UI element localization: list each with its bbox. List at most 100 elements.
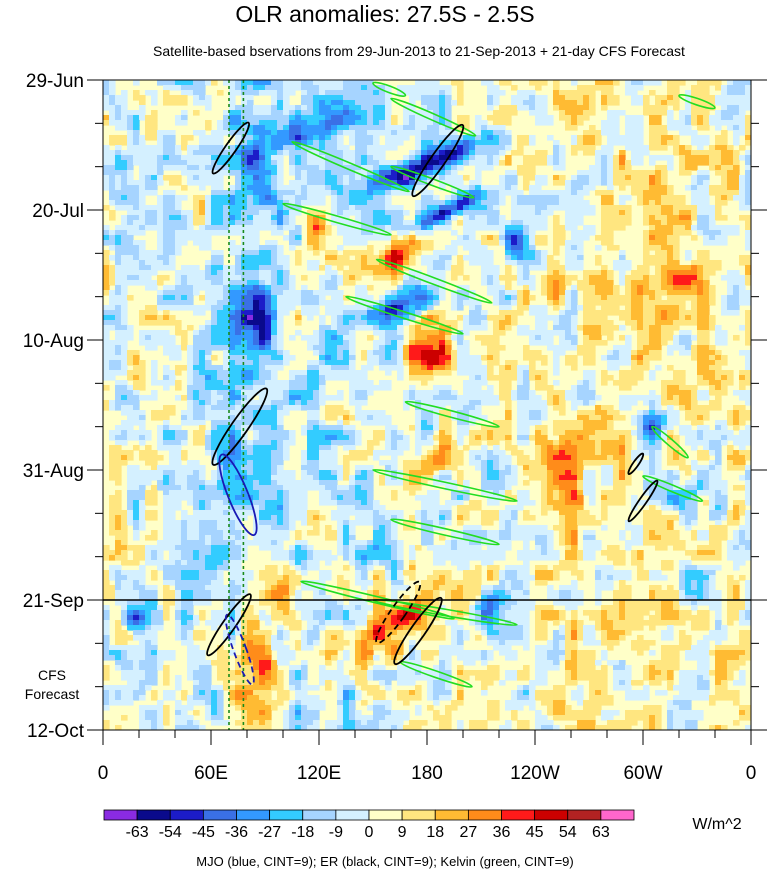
field-cell: [331, 275, 338, 281]
field-cell: [685, 520, 692, 526]
field-cell: [385, 135, 410, 141]
field-cell: [433, 110, 440, 116]
field-cell: [523, 480, 530, 486]
field-cell: [697, 470, 710, 476]
field-cell: [127, 370, 146, 376]
field-cell: [571, 365, 578, 371]
field-cell: [295, 255, 302, 261]
field-cell: [361, 555, 368, 561]
field-cell: [553, 280, 560, 286]
field-cell: [619, 580, 626, 586]
field-cell: [475, 120, 488, 126]
field-cell: [745, 180, 751, 186]
field-cell: [589, 415, 602, 421]
field-cell: [451, 295, 458, 301]
field-cell: [745, 455, 751, 461]
field-cell: [691, 305, 698, 311]
field-cell: [259, 595, 266, 601]
field-cell: [697, 290, 704, 296]
field-cell: [373, 575, 380, 581]
field-cell: [241, 255, 272, 261]
field-cell: [115, 235, 122, 241]
field-cell: [619, 400, 638, 406]
field-cell: [181, 440, 188, 446]
field-cell: [553, 475, 560, 481]
field-cell: [673, 450, 680, 456]
field-cell: [121, 410, 146, 416]
field-cell: [145, 305, 158, 311]
field-cell: [205, 400, 212, 406]
field-cell: [403, 570, 416, 576]
field-cell: [181, 630, 188, 636]
field-cell: [577, 620, 584, 626]
field-cell: [565, 295, 572, 301]
field-cell: [301, 425, 308, 431]
field-cell: [259, 135, 266, 141]
field-cell: [109, 430, 122, 436]
field-cell: [139, 435, 146, 441]
field-cell: [325, 630, 344, 636]
field-cell: [235, 495, 254, 501]
field-cell: [241, 455, 272, 461]
field-cell: [421, 255, 440, 261]
field-cell: [433, 450, 440, 456]
field-cell: [109, 505, 122, 511]
field-cell: [271, 425, 278, 431]
field-cell: [241, 405, 272, 411]
field-cell: [505, 620, 512, 626]
field-cell: [511, 525, 548, 531]
field-cell: [103, 235, 110, 241]
field-cell: [121, 520, 128, 526]
field-cell: [277, 310, 290, 316]
field-cell: [379, 250, 386, 256]
field-cell: [577, 415, 590, 421]
field-cell: [337, 125, 350, 131]
field-cell: [697, 435, 704, 441]
field-cell: [481, 240, 500, 246]
field-cell: [469, 455, 476, 461]
field-cell: [229, 170, 242, 176]
field-cell: [139, 440, 146, 446]
field-cell: [265, 195, 272, 201]
field-cell: [583, 380, 590, 386]
field-cell: [103, 280, 110, 286]
field-cell: [217, 450, 224, 456]
field-cell: [523, 515, 536, 521]
field-cell: [445, 110, 452, 116]
field-cell: [337, 355, 344, 361]
field-cell: [565, 395, 578, 401]
field-cell: [703, 595, 710, 601]
field-cell: [601, 145, 614, 151]
field-cell: [661, 435, 668, 441]
field-cell: [553, 430, 566, 436]
field-cell: [211, 315, 218, 321]
field-cell: [343, 240, 368, 246]
field-cell: [481, 280, 488, 286]
field-cell: [139, 590, 158, 596]
field-cell: [301, 335, 320, 341]
field-cell: [259, 545, 284, 551]
field-cell: [337, 540, 344, 546]
field-cell: [481, 135, 488, 141]
field-cell: [661, 395, 668, 401]
field-cell: [175, 120, 188, 126]
field-cell: [139, 375, 146, 381]
field-cell: [427, 625, 446, 631]
field-cell: [115, 570, 122, 576]
field-cell: [121, 220, 128, 226]
field-cell: [307, 170, 326, 176]
field-cell: [409, 325, 416, 331]
field-cell: [139, 415, 146, 421]
field-cell: [505, 175, 518, 181]
field-cell: [193, 635, 206, 641]
field-cell: [619, 435, 626, 441]
field-cell: [475, 375, 482, 381]
field-cell: [313, 140, 320, 146]
field-cell: [607, 495, 626, 501]
field-cell: [175, 545, 212, 551]
field-cell: [403, 320, 410, 326]
field-cell: [433, 170, 446, 176]
field-cell: [433, 560, 446, 566]
field-cell: [571, 120, 578, 126]
field-cell: [367, 160, 380, 166]
